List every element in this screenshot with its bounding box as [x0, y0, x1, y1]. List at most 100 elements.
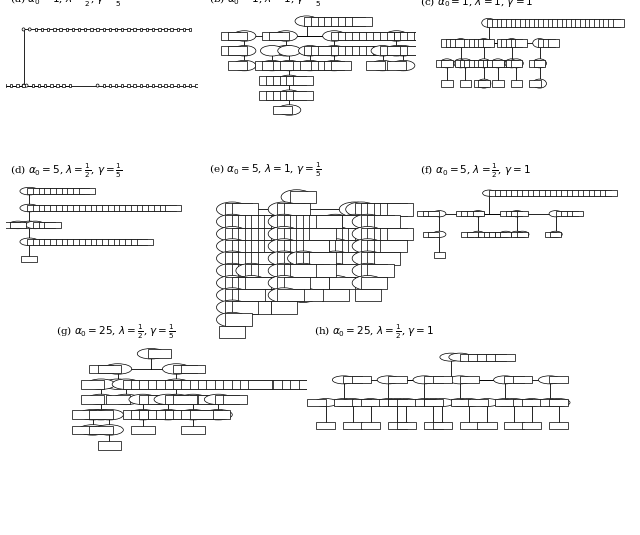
Bar	[221, 47, 240, 55]
Bar	[303, 264, 330, 277]
Bar	[56, 239, 72, 245]
Circle shape	[549, 231, 563, 238]
Bar	[422, 211, 434, 216]
Circle shape	[516, 231, 529, 238]
Bar	[259, 76, 278, 85]
Circle shape	[216, 263, 248, 278]
Bar	[352, 377, 371, 383]
Bar	[464, 59, 476, 67]
Bar	[287, 76, 306, 85]
Bar	[529, 59, 541, 67]
Bar	[339, 17, 358, 26]
Bar	[374, 227, 401, 240]
Bar	[348, 240, 374, 253]
Bar	[284, 264, 310, 277]
Bar	[515, 39, 527, 47]
Bar	[189, 28, 191, 30]
Circle shape	[163, 394, 190, 404]
Bar	[501, 19, 513, 27]
Circle shape	[216, 312, 248, 327]
Circle shape	[359, 399, 382, 407]
Bar	[232, 227, 259, 240]
Bar	[352, 32, 372, 40]
Bar	[539, 190, 550, 196]
Bar	[303, 277, 330, 289]
Bar	[41, 28, 44, 30]
Bar	[238, 277, 265, 289]
Bar	[113, 205, 130, 211]
Bar	[517, 211, 528, 216]
Bar	[273, 105, 292, 114]
Bar	[244, 301, 271, 314]
Bar	[108, 239, 124, 245]
Bar	[296, 216, 323, 228]
Bar	[488, 59, 499, 67]
Bar	[109, 85, 111, 87]
Bar	[56, 188, 72, 194]
Bar	[173, 410, 196, 419]
Circle shape	[320, 214, 351, 229]
Bar	[140, 380, 163, 388]
Bar	[56, 205, 72, 211]
Bar	[280, 91, 299, 100]
Bar	[44, 85, 46, 87]
Circle shape	[509, 59, 524, 68]
Bar	[123, 410, 147, 419]
Text: (b) $\alpha_0=1$, $\lambda=1$, $\gamma=\frac{1}{5}$: (b) $\alpha_0=1$, $\lambda=1$, $\gamma=\…	[209, 0, 323, 9]
Circle shape	[538, 376, 561, 384]
Bar	[303, 240, 330, 253]
Bar	[156, 410, 180, 419]
Bar	[417, 211, 428, 216]
Bar	[343, 422, 362, 429]
Bar	[388, 399, 407, 406]
Circle shape	[385, 30, 408, 41]
Circle shape	[493, 376, 516, 384]
Bar	[456, 211, 467, 216]
Bar	[232, 289, 259, 301]
Bar	[125, 205, 141, 211]
Bar	[223, 395, 247, 404]
Circle shape	[458, 399, 481, 407]
Bar	[202, 85, 204, 87]
Bar	[89, 364, 113, 373]
Bar	[460, 377, 479, 383]
Circle shape	[433, 231, 446, 238]
Bar	[273, 61, 292, 70]
Bar	[156, 410, 180, 419]
Circle shape	[422, 399, 445, 407]
Circle shape	[79, 409, 107, 420]
Bar	[513, 399, 532, 406]
Bar	[56, 85, 59, 87]
Bar	[271, 216, 297, 228]
Bar	[361, 216, 387, 228]
Bar	[181, 380, 205, 388]
Bar	[84, 205, 101, 211]
Bar	[61, 205, 78, 211]
Bar	[266, 76, 285, 85]
Bar	[84, 28, 86, 30]
Circle shape	[332, 376, 355, 384]
Bar	[238, 289, 265, 301]
Circle shape	[287, 276, 319, 290]
Bar	[549, 422, 568, 429]
Bar	[269, 32, 289, 40]
Bar	[335, 252, 362, 265]
Bar	[44, 205, 61, 211]
Circle shape	[26, 221, 45, 229]
Bar	[102, 28, 105, 30]
Bar	[329, 240, 355, 253]
Bar	[258, 240, 284, 253]
Bar	[366, 32, 385, 40]
Bar	[63, 85, 65, 87]
Bar	[332, 17, 351, 26]
Bar	[414, 32, 434, 40]
Circle shape	[260, 45, 284, 56]
Bar	[225, 289, 252, 301]
Bar	[189, 380, 213, 388]
Bar	[164, 410, 188, 419]
Bar	[90, 205, 107, 211]
Circle shape	[22, 84, 25, 87]
Circle shape	[352, 214, 383, 229]
Bar	[387, 227, 413, 240]
Circle shape	[268, 288, 300, 302]
